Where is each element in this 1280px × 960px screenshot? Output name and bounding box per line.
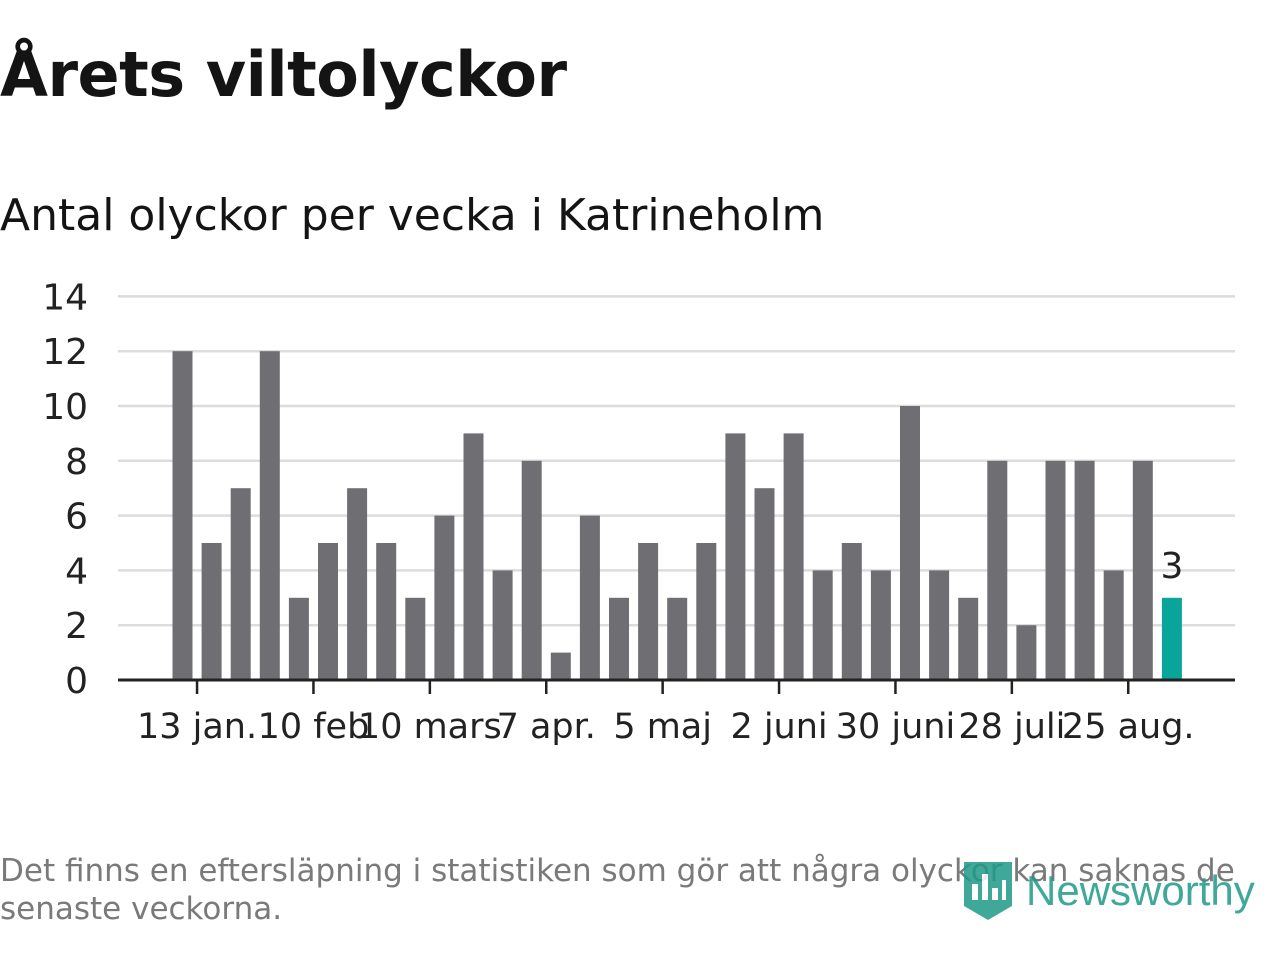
bar: [1103, 570, 1124, 680]
bar: [521, 460, 542, 680]
bar: [463, 433, 484, 680]
footnote: Det finns en eftersläpning i statistiken…: [0, 853, 1235, 927]
bar: [754, 488, 775, 680]
bar: [1074, 460, 1095, 680]
bar-highlight: [1161, 597, 1182, 680]
grid-layer: [118, 295, 1235, 627]
bar: [376, 543, 397, 680]
bar: [812, 570, 833, 680]
newsworthy-logo-icon: [964, 862, 1012, 920]
bar: [434, 515, 455, 680]
bar: [609, 597, 629, 680]
y-tick-label: 12: [42, 332, 88, 373]
y-tick-label: 8: [65, 442, 88, 483]
bar: [900, 406, 920, 680]
x-tick-label: 2 juni: [730, 707, 827, 747]
x-tick-label: 10 feb: [258, 707, 370, 747]
bar: [638, 543, 659, 680]
bar: [230, 488, 251, 680]
bar: [870, 570, 891, 680]
bar: [172, 351, 193, 680]
bar: [201, 543, 222, 680]
x-tick-label: 5 maj: [613, 707, 712, 747]
logo-text: Newsworthy: [1026, 867, 1255, 914]
x-tick-label: 28 juli: [958, 707, 1065, 747]
x-tick-label: 13 jan.: [137, 707, 257, 747]
data-label: 3: [1160, 546, 1183, 587]
bar: [929, 570, 950, 680]
bar: [288, 597, 309, 680]
bar: [347, 488, 368, 680]
newsworthy-logo: Newsworthy: [962, 856, 1255, 926]
bar: [405, 597, 426, 680]
bar: [318, 543, 338, 680]
bar: [987, 460, 1008, 680]
y-tick-label: 4: [65, 551, 88, 592]
x-tick-label: 7 apr.: [497, 707, 596, 747]
bar: [783, 433, 804, 680]
y-axis-ticks: 0 2 4 6 8 10 12 14: [42, 277, 88, 702]
bar: [725, 433, 746, 680]
chart-subtitle: Antal olyckor per vecka i Katrineholm: [0, 190, 825, 241]
x-tick-label: 30 juni: [836, 707, 955, 747]
bar: [696, 543, 717, 680]
chart-title: Årets viltolyckor: [0, 38, 567, 111]
bar: [1132, 460, 1153, 680]
bar: [259, 351, 280, 680]
y-tick-label: 10: [42, 387, 88, 428]
bar: [492, 570, 513, 680]
bar: [667, 597, 688, 680]
bar: [550, 652, 571, 680]
bar: [958, 597, 979, 680]
x-tick-label: 25 aug.: [1062, 707, 1195, 747]
y-tick-label: 6: [65, 497, 88, 538]
bar: [1045, 460, 1066, 680]
y-tick-label: 0: [65, 661, 88, 702]
y-tick-label: 2: [65, 606, 88, 647]
bars: [172, 351, 1182, 680]
x-tick-label: 10 mars: [358, 707, 502, 747]
bar: [841, 543, 862, 680]
bar: [579, 515, 600, 680]
bar: [1016, 625, 1037, 680]
y-tick-label: 14: [42, 277, 88, 318]
data-labels: 3: [1160, 546, 1183, 587]
